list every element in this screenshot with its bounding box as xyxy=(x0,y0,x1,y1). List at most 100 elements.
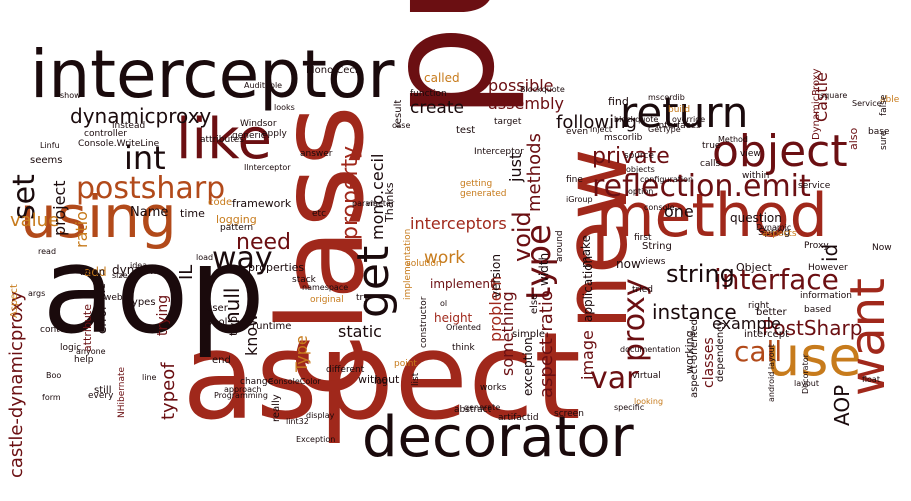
word-cloud-word: different xyxy=(326,365,365,375)
word-cloud-word: types xyxy=(128,297,156,308)
word-cloud-word: solution xyxy=(406,259,442,269)
word-cloud-word: even xyxy=(566,127,589,137)
word-cloud-word: build xyxy=(668,105,691,115)
word-cloud-word: return xyxy=(620,88,749,137)
word-cloud-word: Dynamic xyxy=(756,223,792,232)
word-cloud-word: reflection.emit xyxy=(592,169,811,204)
word-cloud-word: find xyxy=(608,95,629,108)
word-cloud-word: based xyxy=(804,305,832,315)
word-cloud-word: String xyxy=(642,241,672,252)
word-cloud-word: load xyxy=(196,253,214,262)
word-cloud-word: aop xyxy=(42,222,266,361)
word-cloud-word: castle-dynamicproxy xyxy=(6,290,27,478)
word-cloud-word: Mono.Cecil xyxy=(306,65,361,76)
word-cloud-word: exception xyxy=(521,337,535,396)
word-cloud-word: size xyxy=(112,271,128,280)
word-cloud-word: aspect-oriented xyxy=(689,319,700,398)
word-cloud-word: Object xyxy=(736,261,772,274)
word-cloud-word: right xyxy=(748,301,770,311)
word-cloud-word: ol xyxy=(440,299,448,308)
word-cloud-word: without xyxy=(358,373,400,386)
word-cloud-word: Interceptor xyxy=(474,147,524,157)
word-cloud-word: apply xyxy=(262,129,287,139)
word-cloud-word: Spring xyxy=(758,227,791,238)
word-cloud-word: idea xyxy=(130,261,148,270)
word-cloud-word: within xyxy=(742,171,770,181)
word-cloud-word: ratio xyxy=(72,211,91,248)
word-cloud-word: decorator xyxy=(362,405,634,470)
word-cloud-word: example xyxy=(712,314,781,333)
word-cloud-word: mscordib xyxy=(648,93,685,102)
word-cloud-word: value xyxy=(10,210,60,231)
word-cloud-word: postsharp xyxy=(76,171,226,206)
word-cloud-word: around xyxy=(555,230,565,262)
word-cloud-word: make xyxy=(579,235,593,268)
word-cloud-word: Name xyxy=(130,205,169,220)
word-cloud-word: looking xyxy=(634,397,664,406)
word-cloud-word: else xyxy=(529,293,540,314)
word-cloud-word: assembly xyxy=(488,94,564,113)
word-cloud-word: generated xyxy=(460,189,507,199)
word-cloud-word: use xyxy=(766,325,862,388)
word-cloud-word: runtime xyxy=(252,321,292,332)
word-cloud-word: bean xyxy=(80,267,105,278)
word-cloud-word: PostSharp xyxy=(762,316,863,340)
word-cloud-word: able xyxy=(880,95,900,105)
word-cloud-word: interceptors xyxy=(410,214,507,233)
word-cloud-word: implement xyxy=(430,277,495,291)
word-cloud-word: framework xyxy=(232,197,292,210)
word-cloud-word: calls xyxy=(700,159,721,169)
word-cloud-word: display xyxy=(306,411,335,420)
word-cloud-word: Console.WriteLine xyxy=(78,139,160,149)
word-cloud-word: Aspect xyxy=(9,284,20,318)
word-cloud-word: views xyxy=(640,257,666,267)
word-cloud-word: configuration xyxy=(640,175,694,184)
word-cloud-word: end xyxy=(212,355,231,366)
word-cloud-word: Type xyxy=(292,335,311,372)
word-cloud-word: base xyxy=(868,127,890,137)
word-cloud-word: ConsoleColor xyxy=(268,377,321,386)
word-cloud-word: possible xyxy=(488,76,554,95)
word-cloud-word: better xyxy=(756,307,787,318)
word-cloud-word: using xyxy=(20,183,177,251)
word-cloud-word: static xyxy=(338,322,382,341)
word-cloud-word: Auditable xyxy=(244,81,283,90)
word-cloud-word: one xyxy=(664,202,694,221)
word-cloud-word: trying xyxy=(155,294,171,336)
word-cloud-word: just xyxy=(506,152,525,182)
word-cloud-word: Proxy xyxy=(804,241,829,251)
word-cloud-word: question xyxy=(730,211,782,225)
word-cloud-word: function xyxy=(410,89,447,99)
word-cloud-word: Method xyxy=(718,135,749,144)
word-cloud-word: intercept xyxy=(744,329,789,340)
word-cloud-word: Linfu xyxy=(40,141,60,150)
word-cloud-word: Blockquote xyxy=(520,85,565,94)
word-cloud-word: blockquote xyxy=(614,115,659,124)
word-cloud-word: show xyxy=(60,91,81,100)
word-cloud-word: following xyxy=(556,112,637,133)
word-cloud-word: user xyxy=(206,303,228,314)
word-cloud-word: Decorator xyxy=(801,354,810,394)
word-cloud-word: original xyxy=(310,295,344,305)
word-cloud-word: Boo xyxy=(46,371,62,380)
word-cloud-word: aspects xyxy=(762,229,797,239)
word-cloud-word: Exception xyxy=(296,435,336,444)
word-cloud-word: generate xyxy=(464,403,501,412)
word-cloud-word: AOP xyxy=(830,384,854,426)
word-cloud-word: code xyxy=(208,197,233,208)
word-cloud-word: project xyxy=(50,180,69,236)
word-cloud-word: interceptor xyxy=(30,36,395,113)
word-cloud-word: sure xyxy=(879,130,889,150)
word-cloud-word: aspect xyxy=(182,308,582,447)
word-cloud-word: float xyxy=(862,375,880,384)
word-cloud-word: line xyxy=(142,373,157,382)
word-cloud-word: work xyxy=(424,248,466,268)
word-cloud-word: Programming xyxy=(214,391,268,400)
word-cloud-word: IL xyxy=(176,264,197,280)
word-cloud-word: DynamicProxy xyxy=(811,68,822,141)
word-cloud-word: dynamicproxy xyxy=(70,104,212,128)
word-cloud-word: interface xyxy=(714,263,839,296)
word-cloud-word: information xyxy=(800,291,852,301)
word-cloud-word: view xyxy=(740,149,761,159)
word-cloud-word: layout xyxy=(794,379,819,388)
